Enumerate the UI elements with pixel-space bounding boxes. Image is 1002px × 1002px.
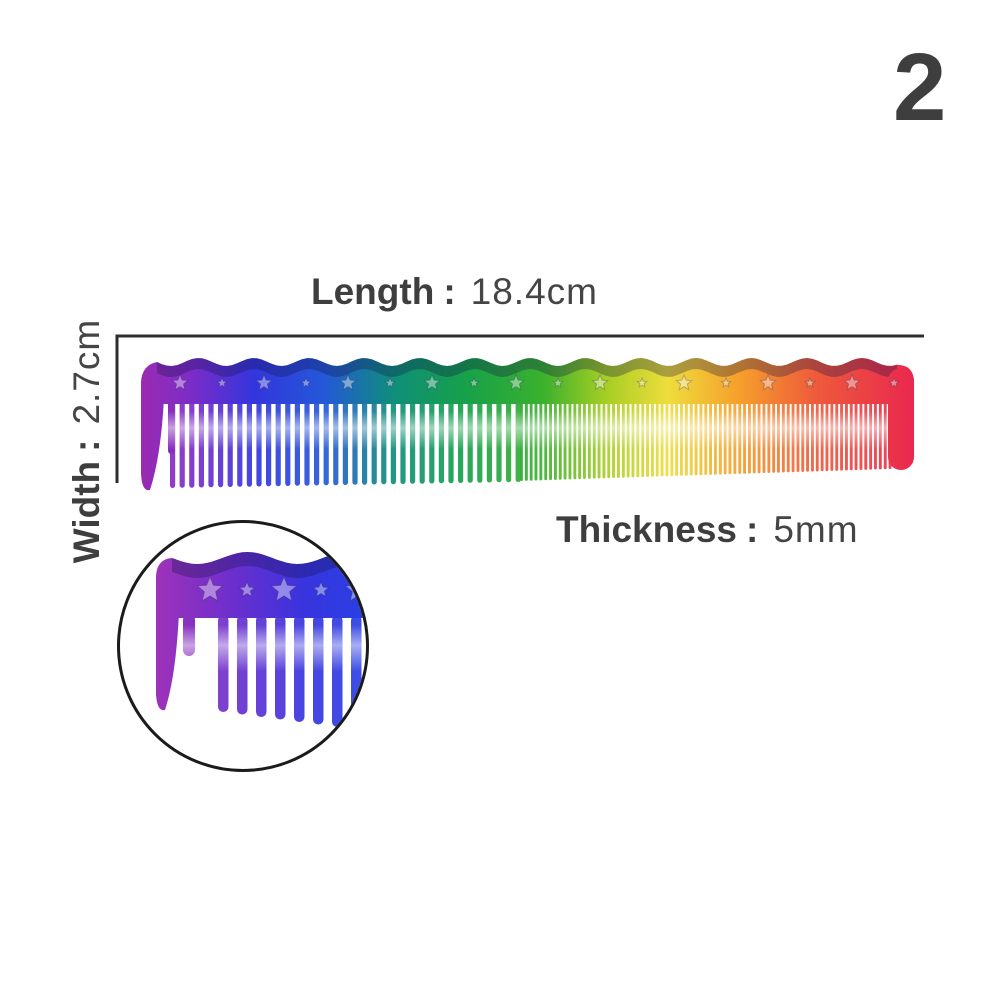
comb-left-end: [156, 612, 179, 711]
thickness-label: Thickness: [556, 509, 737, 550]
width-annotation: Width : 2.7cm: [59, 301, 115, 581]
thickness-colon: :: [745, 509, 759, 550]
star-decoration: [468, 376, 480, 388]
star-decoration: [636, 376, 648, 388]
width-label: Width: [65, 460, 107, 564]
star-decoration: [804, 376, 816, 388]
star-decoration: [312, 580, 330, 598]
width-value: 2.7cm: [65, 318, 107, 425]
thickness-value: 5mm: [773, 509, 859, 550]
width-colon: :: [65, 439, 107, 452]
zoom-inset: [120, 523, 438, 769]
star-decoration: [591, 373, 609, 391]
length-annotation: Length : 18.4cm: [311, 271, 598, 313]
star-decoration: [270, 575, 298, 602]
thickness-annotation: Thickness : 5mm: [556, 509, 859, 551]
star-decoration: [423, 373, 441, 391]
star-decoration: [171, 373, 189, 391]
comb-sheen: [165, 411, 888, 459]
star-decoration: [196, 575, 224, 602]
star-decoration: [888, 376, 900, 388]
comb-spine: [141, 358, 914, 404]
length-label: Length: [311, 271, 435, 312]
comb-tooth: [408, 615, 419, 737]
comb-left-end: [141, 398, 164, 491]
comb-spine-shading: [157, 358, 897, 377]
comb-tooth: [370, 615, 381, 732]
comb-tooth: [427, 615, 438, 740]
star-decoration: [720, 376, 732, 388]
star-decoration: [759, 373, 777, 391]
length-value: 18.4cm: [470, 271, 598, 312]
star-decoration: [300, 376, 312, 388]
star-decoration: [843, 373, 861, 391]
comb-tooth: [389, 615, 400, 735]
dimension-bracket: [115, 334, 924, 483]
comb-sheen: [180, 625, 366, 683]
comb: [141, 358, 914, 491]
variant-number: 2: [893, 34, 947, 141]
zoom-inset-circle: [117, 520, 369, 772]
star-decoration: [238, 580, 256, 598]
comb-right-end: [888, 368, 914, 470]
star-decoration: [255, 373, 273, 391]
star-decoration: [216, 376, 228, 388]
star-decoration: [552, 376, 564, 388]
length-colon: :: [443, 271, 456, 312]
star-decoration: [384, 376, 396, 388]
comb-tooth: [888, 401, 892, 469]
star-decoration: [507, 373, 525, 391]
star-decoration: [675, 373, 693, 391]
star-decoration: [339, 373, 357, 391]
